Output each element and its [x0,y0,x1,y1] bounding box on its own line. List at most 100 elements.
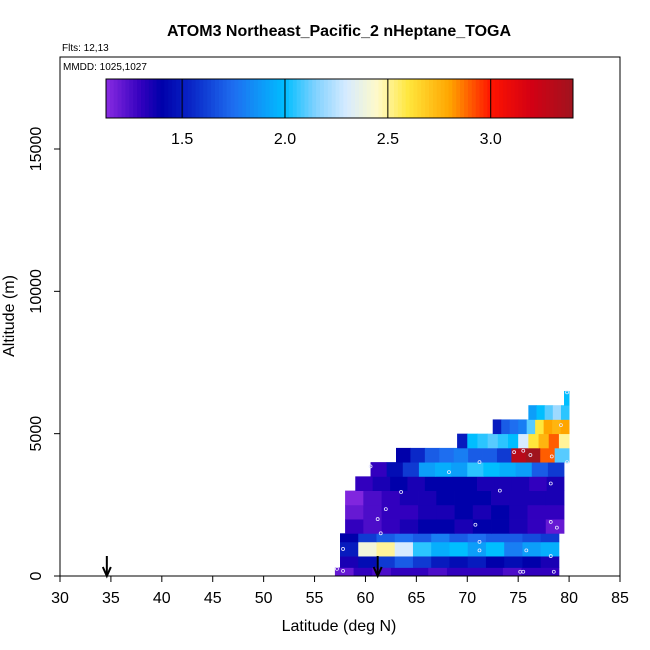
heatmap-cell [535,419,545,435]
heatmap-cell [564,390,570,406]
heatmap-cell [540,556,560,568]
data-point [399,490,403,494]
colorbar-segment [495,79,500,118]
heatmap-cell [522,541,542,557]
heatmap-cell [482,447,498,463]
heatmap-cell [522,556,542,568]
heatmap-cell [358,541,377,557]
data-point [565,390,569,395]
colorbar-segment [331,79,337,118]
colorbar-segment [483,79,488,118]
data-point [524,548,529,553]
heatmap-cell [545,519,565,534]
heatmap-cell [560,419,570,435]
colorbar-segment [397,79,403,118]
y-tick-label: 15000 [28,127,45,172]
heatmap-cell [467,541,487,557]
x-tick-label: 40 [153,590,171,607]
colorbar-segment [487,79,492,118]
data-point [549,454,554,459]
heatmap-cell [485,533,505,543]
heatmap-cell [552,405,562,420]
colorbar-segment [137,79,142,118]
heatmap-cell [504,533,523,543]
heatmap-cell [386,462,404,477]
colorbar-segment [522,79,527,118]
heatmap-cell [454,504,474,520]
data-point [497,488,502,493]
heatmap-cell [499,462,517,477]
data-point [512,450,517,455]
heatmap-cell [457,433,468,449]
data-point [335,566,339,571]
colorbar-segment [432,79,438,118]
heatmap-cell [394,541,414,557]
colorbar-segment [541,79,547,118]
heatmap-cell [381,504,401,520]
heatmap-cell [418,519,437,534]
colorbar-segment [316,79,321,118]
x-tick-label: 50 [255,590,273,607]
colorbar-segment [144,79,150,118]
colorbar-segment [160,79,165,118]
data-point [447,470,451,474]
heatmap-cell [363,504,382,520]
data-point [548,481,553,486]
colorbar-segment [471,79,477,118]
colorbar-segment [222,79,228,118]
colorbar-segment [545,79,551,118]
colorbar-segment [320,79,325,118]
data-point [473,522,478,527]
heatmap-cell [412,533,432,543]
heatmap-cell [446,567,466,577]
heatmap-cell [547,462,565,477]
colorbar-segment [304,79,309,118]
colorbar-segment [569,79,574,118]
heatmap-cell [424,447,440,463]
colorbar-frame [105,78,574,119]
data-point [383,507,388,512]
heatmap-cell [436,490,455,506]
colorbar-segment [168,79,173,118]
colorbar-segment [125,79,130,118]
heatmap-cell [428,567,448,577]
heatmap-cell [491,490,510,506]
heatmap-cell [522,533,542,543]
heatmap-cell [527,504,547,520]
flight-arrows [101,556,383,579]
colorbar-segment [347,79,352,118]
colorbar-segment [514,79,520,118]
data-point [477,460,482,465]
heatmap-cell [552,419,562,435]
colorbar-segment [374,79,379,118]
colorbar-segment [327,79,333,118]
colorbar-segment [195,79,200,118]
heatmap-cell [345,490,364,506]
colorbar-segment [405,79,411,118]
x-tick-label: 65 [407,590,425,607]
colorbar-segment [234,79,239,118]
colorbar-segment [557,79,562,118]
colorbar-segment [273,79,278,118]
data-point [477,548,482,553]
y-tick-label: 5000 [28,416,45,452]
colorbar-segment [277,79,282,118]
heatmap-cell [376,541,396,557]
heatmap-cell [394,556,414,568]
heatmap-cell [538,433,550,449]
colorbar-segment [366,79,372,118]
heatmap-cell [527,519,547,534]
x-tick-label: 55 [306,590,324,607]
colorbar-segment [176,79,181,118]
heatmap-cell [418,504,437,520]
y-axis-ticks: 0 5000 10000 15000 [28,127,60,580]
x-tick-label: 80 [560,590,578,607]
heatmap-cell [372,567,392,577]
x-tick-label: 85 [611,590,629,607]
colorbar-segment [203,79,208,118]
heatmap-cell [508,433,519,449]
colorbar-segment [308,79,313,118]
colorbar-segment [549,79,555,118]
heatmap-cell [358,556,377,568]
heatmap-cell [407,476,426,491]
